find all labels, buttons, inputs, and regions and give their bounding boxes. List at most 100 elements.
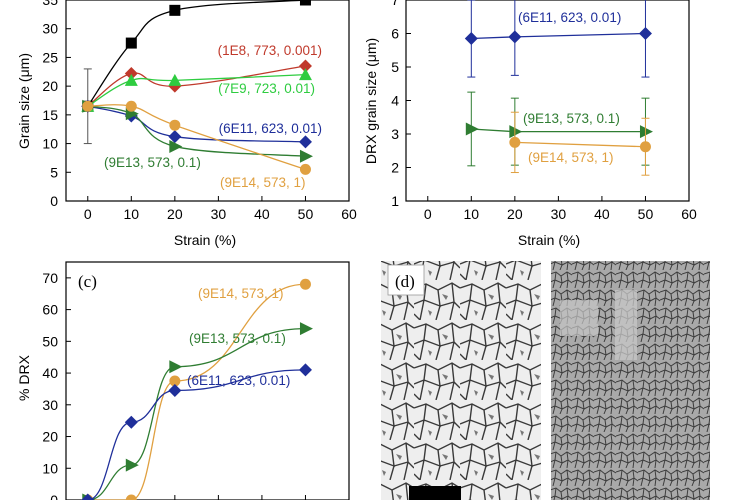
x-tick-label: 50 — [638, 206, 654, 222]
data-point — [465, 122, 479, 136]
data-point — [508, 30, 522, 44]
data-point — [125, 494, 137, 500]
panel-b-drx-grain-size: 1 2 3 4 5 6 7 0 10 20 30 40 50 60 (6E11, 623, 0.01) (… — [363, 0, 697, 248]
x-tick-label: 30 — [551, 206, 567, 222]
data-point — [169, 375, 181, 387]
y-tick-label: 15 — [42, 107, 58, 123]
y-tick-label: 50 — [42, 333, 58, 349]
series-line — [87, 105, 306, 143]
panel-d-label-box — [387, 264, 425, 296]
data-point — [299, 149, 313, 163]
series-line — [87, 104, 306, 171]
series-line — [87, 0, 306, 107]
x-tick-label: 10 — [464, 206, 480, 222]
panel-c-percent-drx: 0 10 20 30 40 50 60 70 (c) (9E14, 573, 1) (9E13… — [16, 261, 350, 500]
data-point — [125, 100, 137, 112]
panel-d-label: (d) — [395, 272, 415, 291]
x-tick-label: 60 — [681, 206, 697, 222]
y-tick-label: 5 — [50, 164, 58, 180]
panel-d-micrographs: (d) — [381, 261, 710, 500]
y-tick-label: 7 — [391, 0, 399, 8]
series-label-7e9: (7E9, 723, 0.01) — [218, 81, 315, 96]
y-tick-label: 35 — [42, 0, 58, 8]
series-label-6e11-b: (6E11, 623, 0.01) — [518, 10, 621, 25]
data-point — [168, 73, 182, 86]
data-point — [169, 119, 181, 131]
data-point — [299, 163, 311, 175]
x-tick-label: 50 — [298, 206, 314, 222]
y-tick-label: 10 — [42, 460, 58, 476]
x-tick-label: 20 — [507, 206, 523, 222]
series-label-1e8: (1E8, 773, 0.001) — [218, 43, 322, 58]
y-axis-label-c: % DRX — [16, 354, 32, 401]
x-tick-label: 0 — [424, 206, 432, 222]
data-point — [299, 0, 311, 6]
data-point — [639, 125, 653, 139]
y-axis-label-a: Grain size (μm) — [16, 53, 32, 149]
data-point — [638, 27, 652, 40]
series-line — [87, 369, 306, 500]
series-line — [87, 65, 306, 107]
series-label-6e11-c: (6E11, 623, 0.01) — [187, 373, 290, 388]
data-point — [124, 73, 138, 86]
series-label-9e14-c: (9E14, 573, 1) — [198, 286, 284, 301]
scale-bar — [409, 486, 461, 500]
y-tick-label: 60 — [42, 302, 58, 318]
y-tick-label: 25 — [42, 49, 58, 65]
micrograph-left — [381, 261, 541, 500]
series-label-9e13-b: (9E13, 573, 0.1) — [523, 111, 620, 126]
data-point — [298, 135, 312, 149]
x-tick-label: 20 — [167, 206, 183, 222]
data-point — [169, 360, 183, 374]
micrograph-right-grain-2 — [560, 300, 598, 336]
data-point — [298, 59, 312, 73]
y-tick-label: 6 — [391, 26, 399, 42]
x-tick-label: 60 — [341, 206, 357, 222]
y-tick-label: 30 — [42, 21, 58, 37]
x-tick-label: 40 — [594, 206, 610, 222]
y-tick-label: 0 — [50, 193, 58, 209]
data-point — [509, 125, 523, 139]
data-point — [81, 493, 95, 500]
series-line — [87, 74, 306, 107]
series-label-6e11: (6E11, 623, 0.01) — [219, 121, 322, 136]
data-point — [124, 67, 138, 81]
y-tick-label: 4 — [391, 93, 399, 109]
data-point — [125, 37, 137, 49]
series-label-9e13-c: (9E13, 573, 0.1) — [189, 331, 286, 346]
data-point — [169, 139, 183, 153]
x-axis-label-a: Strain (%) — [174, 232, 236, 248]
data-point — [168, 384, 182, 398]
y-tick-label: 2 — [391, 160, 399, 176]
x-tick-label: 0 — [84, 206, 92, 222]
data-point — [509, 136, 521, 148]
data-point — [299, 278, 311, 290]
data-point — [82, 100, 94, 112]
panel-c-label: (c) — [78, 272, 97, 291]
data-point — [639, 141, 651, 153]
y-tick-label: 1 — [391, 193, 399, 209]
y-tick-label: 5 — [391, 59, 399, 75]
series-line — [514, 141, 646, 148]
x-axis-label-b: Strain (%) — [518, 232, 580, 248]
panel-a-grain-size: 0 5 10 15 20 25 30 35 0 10 20 30 40 50 60 (1E8, 773, 0… — [16, 0, 357, 248]
y-tick-label: 3 — [391, 126, 399, 142]
x-tick-label: 30 — [211, 206, 227, 222]
data-point — [125, 458, 139, 472]
data-point — [298, 68, 312, 81]
y-tick-label: 40 — [42, 365, 58, 381]
y-tick-label: 0 — [50, 492, 58, 500]
data-point — [298, 363, 312, 377]
data-point — [168, 130, 182, 144]
panel-c-frame — [65, 261, 350, 500]
data-point — [464, 32, 478, 46]
y-tick-label: 20 — [42, 78, 58, 94]
y-axis-label-b: DRX grain size (μm) — [363, 38, 379, 164]
x-tick-label: 10 — [124, 206, 140, 222]
y-tick-label: 10 — [42, 136, 58, 152]
data-point — [299, 322, 313, 336]
x-tick-label: 40 — [254, 206, 270, 222]
y-tick-label: 20 — [42, 429, 58, 445]
y-tick-label: 30 — [42, 397, 58, 413]
